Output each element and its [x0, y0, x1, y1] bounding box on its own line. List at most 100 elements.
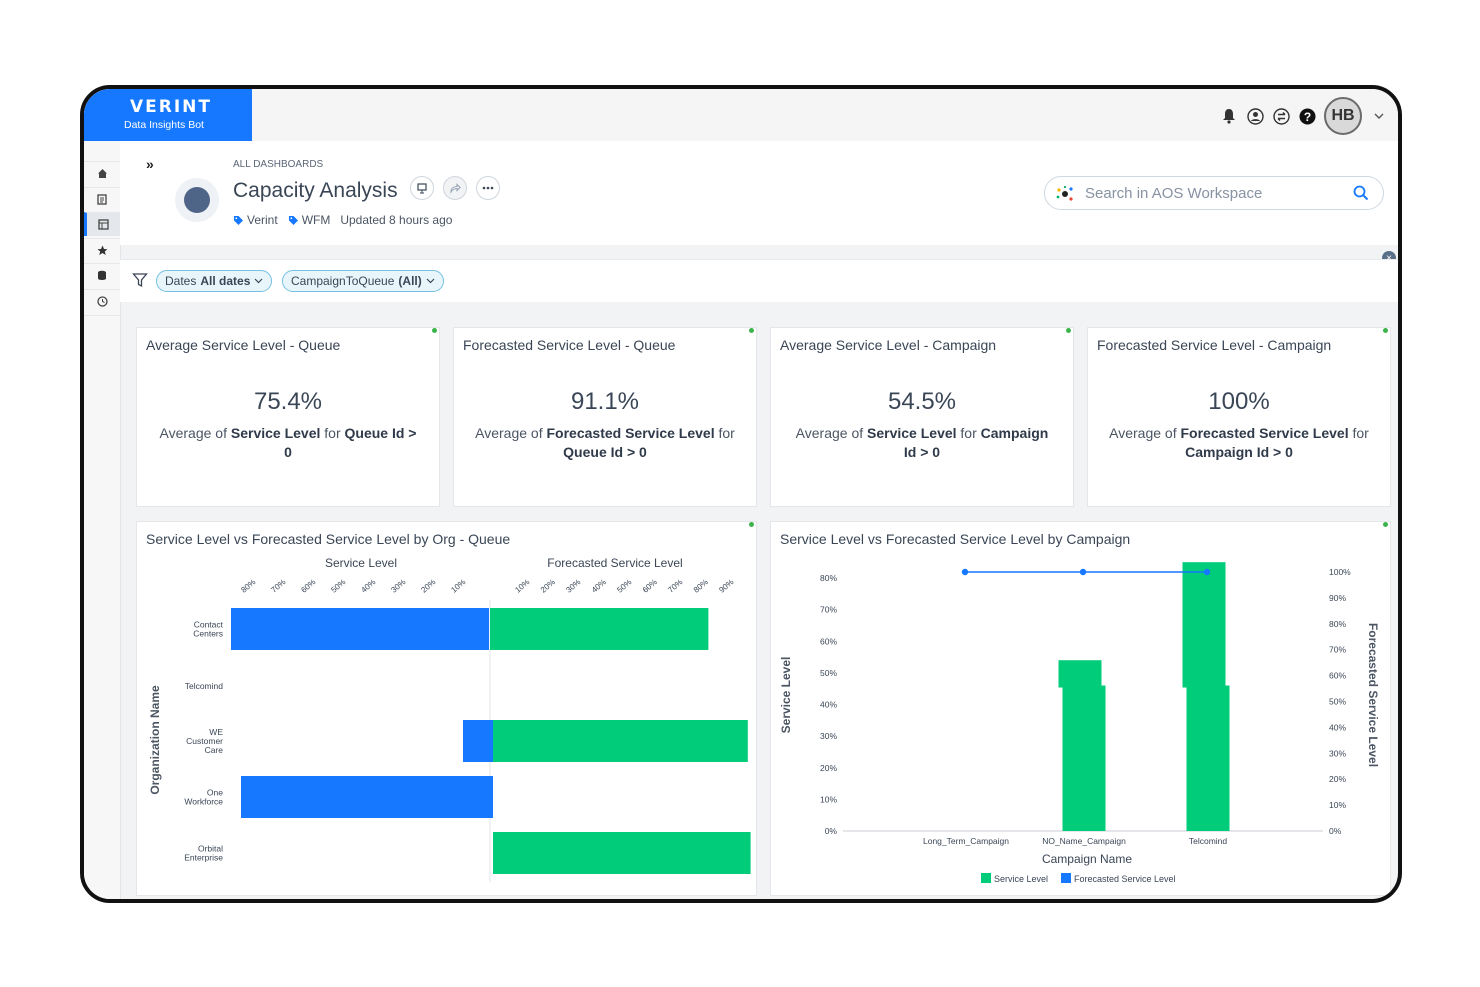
star-icon[interactable] [84, 238, 120, 262]
x-tick-label: Telcomind [1189, 836, 1228, 846]
kpi-desc-metric: Forecasted Service Level [546, 425, 715, 441]
search-icon[interactable] [1353, 185, 1369, 201]
x-tick-label: NO_Name_Campaign [1042, 836, 1126, 846]
right-tick-label: 0% [1329, 826, 1342, 836]
search-input[interactable]: Search in AOS Workspace [1085, 185, 1263, 202]
tag-icon [234, 215, 243, 225]
right-tick-label: 10% [513, 577, 531, 594]
kpi-desc-tail: Id > 0 [903, 444, 941, 460]
kpi-description: Average of Forecasted Service Level for … [1103, 424, 1375, 462]
right-tick-label: 90% [1329, 593, 1346, 603]
kpi-card-avg-sl-queue[interactable]: Average Service Level - Queue 75.4% Aver… [136, 327, 440, 507]
kpi-card-fc-sl-queue[interactable]: Forecasted Service Level - Queue 91.1% A… [453, 327, 757, 507]
home-icon[interactable] [84, 161, 120, 185]
user-profile-icon[interactable] [1246, 107, 1264, 125]
kpi-desc-metric: Service Level [867, 425, 957, 441]
chart-card-campaign[interactable]: Service Level vs Forecasted Service Leve… [770, 521, 1391, 896]
right-tick-label: 20% [1329, 774, 1346, 784]
legend-swatch-forecasted [1061, 873, 1071, 883]
ai-sparkle-icon [1056, 185, 1073, 201]
dashboard-tags: Verint WFM Updated 8 hours ago [233, 213, 452, 227]
search-bar[interactable]: Search in AOS Workspace [1044, 176, 1384, 210]
more-options-button[interactable] [476, 176, 500, 200]
card-title: Forecasted Service Level - Queue [463, 337, 676, 353]
tag-label: WFM [301, 213, 331, 227]
help-icon[interactable]: ? [1298, 107, 1316, 125]
legend-swatch-service-level [981, 873, 991, 883]
kpi-desc-field: Campaign Id > 0 [1185, 444, 1293, 460]
x-tick-label: Long_Term_Campaign [923, 836, 1009, 846]
right-tick-label: 80% [692, 577, 710, 594]
kpi-desc-field: Queue Id > [344, 425, 417, 441]
kpi-description: Average of Service Level for Campaign Id … [786, 424, 1058, 462]
database-icon[interactable] [84, 263, 120, 287]
right-tick-label: 10% [1329, 800, 1346, 810]
breadcrumb[interactable]: ALL DASHBOARDS [233, 159, 324, 170]
service-level-bar [241, 776, 493, 818]
y-axis-label: Service Level [779, 657, 793, 734]
left-tick-label: 0% [825, 826, 838, 836]
reports-icon[interactable] [84, 187, 120, 211]
chart-card-org-queue[interactable]: Service Level vs Forecasted Service Leve… [136, 521, 757, 896]
filter-chip-dates[interactable]: Dates All dates [156, 270, 273, 292]
right-tick-label: 30% [1329, 748, 1346, 758]
brand-subtitle: Data Insights Bot [124, 119, 204, 131]
filter-chip-campaign-to-queue[interactable]: CampaignToQueue (All) [282, 270, 444, 292]
share-button[interactable] [443, 176, 467, 200]
kpi-desc-metric: Forecasted Service Level [1180, 425, 1349, 441]
left-tick-label: 10% [449, 577, 467, 594]
right-tick-label: 80% [1329, 619, 1346, 629]
kpi-value: 100% [1208, 388, 1270, 415]
left-tick-label: 30% [389, 577, 407, 594]
filter-value: (All) [398, 274, 422, 288]
brand-logo[interactable]: VERINT Data Insights Bot [84, 89, 252, 141]
kpi-desc-field: Queue Id > 0 [563, 444, 647, 460]
kpi-description: Average of Forecasted Service Level for … [469, 424, 741, 462]
avatar[interactable]: HB [1324, 97, 1362, 135]
left-nav [84, 141, 121, 899]
kpi-desc-mid: for [320, 425, 345, 441]
status-dot [1383, 328, 1388, 333]
tag-wfm[interactable]: WFM [288, 213, 331, 227]
category-label: Care [205, 745, 224, 755]
forecasted-service-level-point [1203, 568, 1211, 576]
left-tick-label: 50% [820, 668, 837, 678]
service-level-bar [1058, 660, 1102, 688]
dashboard-header: » ALL DASHBOARDS Capacity Analysis Verin… [120, 141, 1398, 245]
right-tick-label: 60% [1329, 671, 1346, 681]
filter-value: All dates [200, 274, 251, 288]
dashboards-icon[interactable] [84, 212, 120, 236]
right-tick-label: 60% [641, 577, 659, 594]
chart-title: Service Level vs Forecasted Service Leve… [146, 531, 511, 547]
expand-sidebar-icon[interactable]: » [146, 156, 154, 172]
left-tick-label: 40% [359, 577, 377, 594]
page-title: Capacity Analysis [233, 179, 398, 202]
switch-icon[interactable] [1272, 107, 1290, 125]
top-icons: ? HB [1220, 97, 1388, 135]
right-tick-label: 70% [666, 577, 684, 594]
filter-icon[interactable] [132, 272, 148, 288]
right-tick-label: 40% [590, 577, 608, 594]
updated-status: Updated 8 hours ago [340, 213, 453, 227]
presentation-button[interactable] [410, 176, 434, 200]
forecasted-service-level-bar [490, 608, 709, 650]
category-label: Contact [194, 620, 224, 630]
svg-text:?: ? [1303, 110, 1310, 124]
legend-label-service-level: Service Level [994, 874, 1048, 884]
bell-icon[interactable] [1220, 107, 1238, 125]
kpi-card-fc-sl-campaign[interactable]: Forecasted Service Level - Campaign 100%… [1087, 327, 1391, 507]
right-tick-label: 90% [717, 577, 735, 594]
y-axis-label: Organization Name [148, 685, 162, 795]
history-icon[interactable] [84, 289, 120, 313]
category-label: Telcomind [185, 681, 224, 691]
chevron-down-icon[interactable] [1370, 107, 1388, 125]
dashboard-avatar-icon [175, 178, 219, 222]
top-bar: VERINT Data Insights Bot ? HB [84, 89, 1398, 141]
left-tick-label: 80% [820, 573, 837, 583]
service-level-bar [1182, 562, 1226, 688]
kpi-card-avg-sl-campaign[interactable]: Average Service Level - Campaign 54.5% A… [770, 327, 1074, 507]
status-dot [432, 328, 437, 333]
tag-verint[interactable]: Verint [233, 213, 278, 227]
filter-bar: Dates All dates CampaignToQueue (All) [120, 259, 1398, 302]
status-dot [749, 522, 754, 527]
